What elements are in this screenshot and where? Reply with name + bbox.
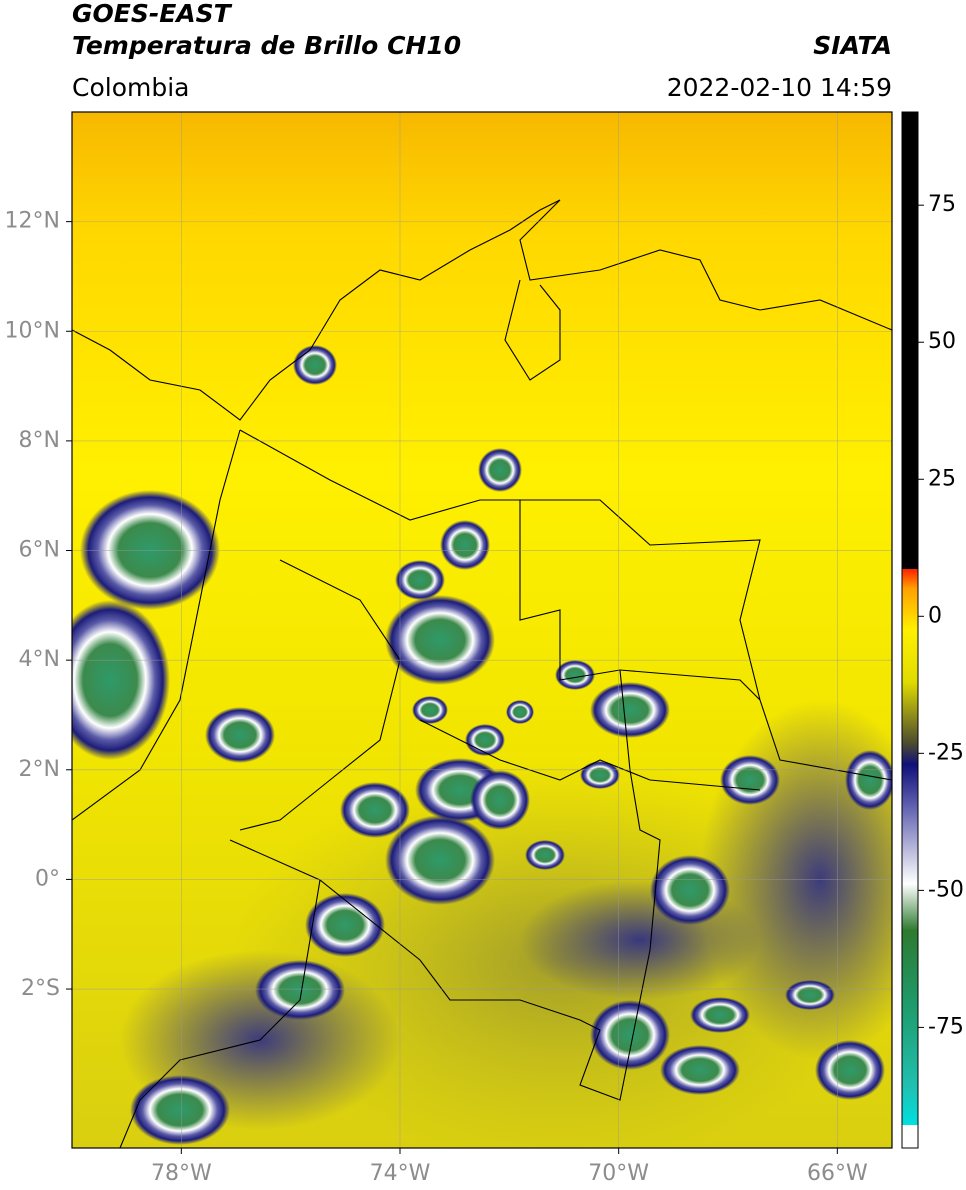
colorbar-tick-label: 50 (928, 329, 956, 354)
colorbar-tick-label: 0 (928, 603, 942, 628)
x-tick-label: 70°W (588, 1161, 649, 1186)
y-tick-label: 10°N (5, 318, 60, 343)
y-tick-label: 2°S (21, 976, 60, 1001)
x-tick-label: 74°W (370, 1161, 431, 1186)
colorbar-tick-label: 75 (928, 192, 956, 217)
y-tick-label: 12°N (5, 209, 60, 234)
y-tick-label: 0° (35, 866, 60, 891)
y-tick-label: 6°N (19, 538, 60, 563)
y-tick-label: 2°N (19, 757, 60, 782)
subtitle: Temperatura de Brillo CH10 (72, 31, 461, 60)
colorbar-tick-label: -50 (928, 877, 964, 902)
datetime: 2022-02-10 14:59 (667, 73, 892, 102)
colorbar-tick-label: -25 (928, 740, 964, 765)
map-image (72, 112, 892, 1148)
source: SIATA (813, 31, 892, 60)
map-frame (71, 111, 893, 1149)
x-tick-label: 78°W (151, 1161, 212, 1186)
colorbar-tick-label: -75 (928, 1014, 964, 1039)
x-tick-label: 66°W (807, 1161, 868, 1186)
colorbar-tick-label: 25 (928, 466, 956, 491)
y-tick-label: 4°N (19, 647, 60, 672)
y-tick-label: 8°N (19, 428, 60, 453)
region: Colombia (72, 73, 189, 102)
title: GOES-EAST (72, 0, 233, 28)
colorbar (901, 111, 919, 1149)
